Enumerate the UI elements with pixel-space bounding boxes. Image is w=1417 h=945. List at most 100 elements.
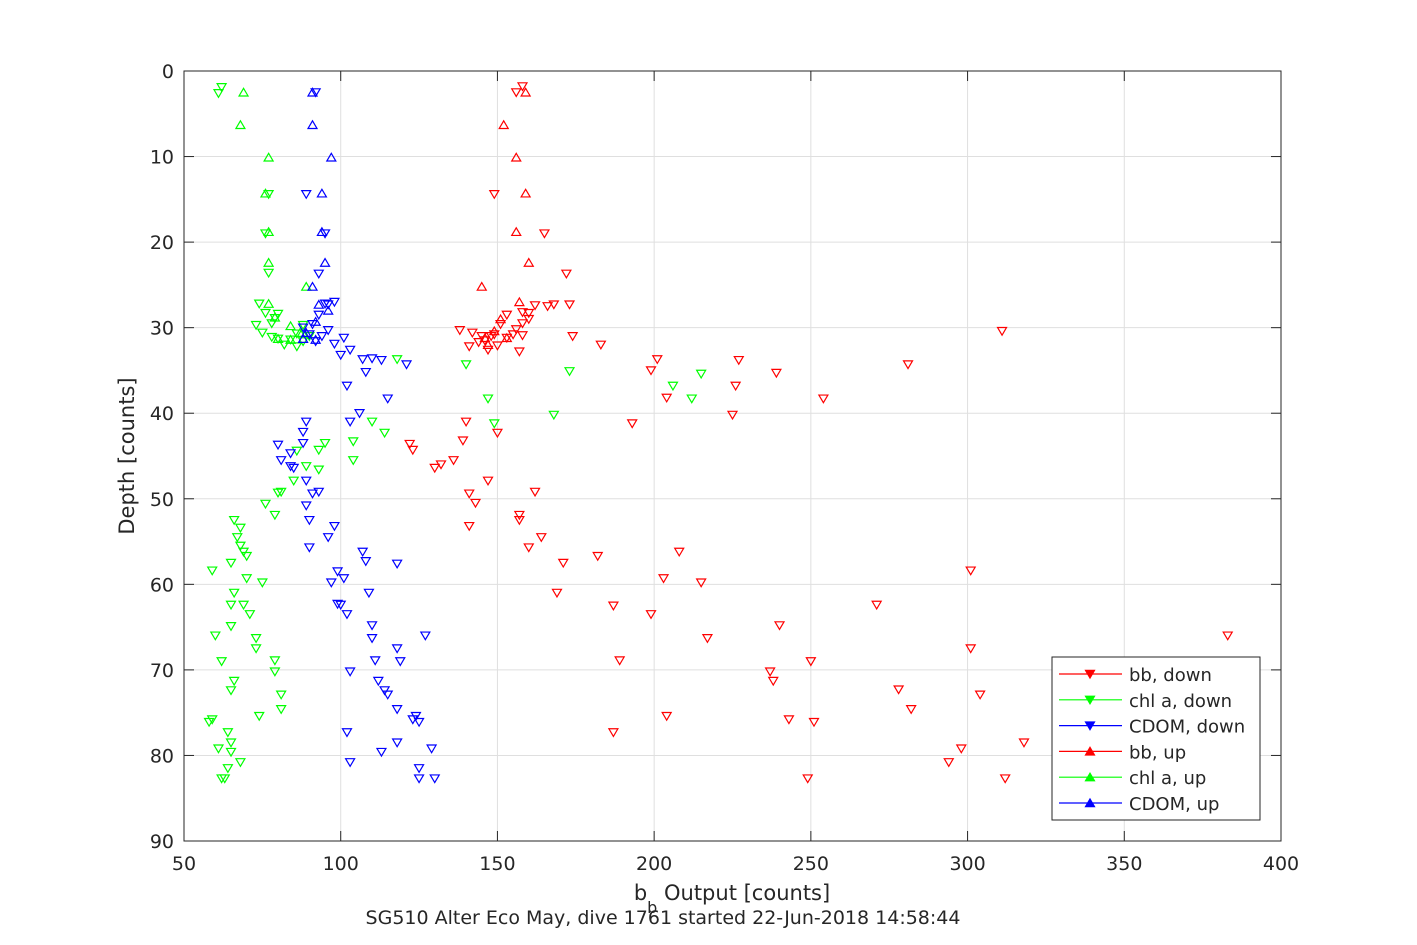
data-point <box>263 190 275 200</box>
legend-marker <box>1084 669 1096 680</box>
x-tick-label: 100 <box>323 853 359 875</box>
data-point <box>513 515 525 526</box>
legend-label: CDOM, up <box>1129 794 1219 815</box>
data-point <box>366 354 378 364</box>
data-point <box>501 310 513 321</box>
data-point <box>567 332 579 342</box>
legend-marker <box>1084 771 1096 782</box>
data-point <box>510 226 522 237</box>
data-point <box>212 744 225 754</box>
data-point <box>319 438 331 449</box>
data-point <box>520 188 532 198</box>
data-point <box>595 340 607 351</box>
data-point <box>1018 738 1030 748</box>
data-point <box>413 717 425 728</box>
data-point <box>369 656 381 666</box>
data-point <box>285 449 297 459</box>
legend: bb, down chl a, down CDOM, down bb, up chl a… <box>1051 656 1261 821</box>
data-markers <box>203 82 1234 784</box>
y-tick-label: 90 <box>150 831 174 853</box>
data-point <box>645 610 657 620</box>
data-point <box>228 515 240 526</box>
data-point <box>325 578 337 588</box>
data-point <box>266 332 278 343</box>
data-point <box>520 87 532 97</box>
data-point <box>263 226 275 237</box>
data-point <box>225 747 237 758</box>
data-point <box>216 774 228 784</box>
legend-label: bb, up <box>1129 742 1186 763</box>
data-point <box>463 521 475 532</box>
data-point <box>278 340 290 351</box>
data-point <box>234 758 246 768</box>
data-point <box>288 476 300 487</box>
legend-item: chl a, down <box>1059 691 1232 712</box>
legend-label: chl a, up <box>1129 768 1206 789</box>
data-point <box>538 229 550 239</box>
data-point <box>357 355 369 365</box>
y-tick-label: 20 <box>150 232 174 254</box>
data-point <box>310 334 322 344</box>
data-point <box>466 328 478 339</box>
data-point <box>482 476 494 487</box>
x-tick-label: 200 <box>636 853 672 875</box>
legend-marker <box>1084 695 1096 706</box>
data-point <box>269 656 281 666</box>
data-point <box>313 465 325 475</box>
data-point <box>328 521 340 532</box>
data-point <box>372 676 384 687</box>
data-point <box>513 296 525 307</box>
data-point <box>241 551 253 562</box>
data-point <box>256 578 268 588</box>
data-point <box>300 327 312 337</box>
data-point <box>294 327 306 337</box>
legend-label: bb, down <box>1129 665 1212 686</box>
data-point <box>557 558 569 569</box>
data-point <box>523 314 535 325</box>
series-cdom-up <box>297 87 337 344</box>
data-point <box>272 488 284 499</box>
data-point <box>222 764 234 774</box>
data-point <box>275 456 287 466</box>
data-point <box>463 342 475 352</box>
data-point <box>241 574 253 584</box>
data-point <box>338 333 350 344</box>
data-point <box>234 119 246 130</box>
legend-marker <box>1084 797 1096 808</box>
data-point <box>974 690 986 700</box>
y-tick-label: 70 <box>150 660 174 682</box>
data-point <box>335 350 347 361</box>
data-point <box>943 758 955 768</box>
data-point <box>319 257 331 267</box>
data-point <box>379 428 391 439</box>
data-point <box>341 728 353 738</box>
legend-item: CDOM, down <box>1059 717 1245 738</box>
data-point <box>338 574 350 584</box>
data-point <box>498 119 510 130</box>
data-point <box>770 368 782 379</box>
data-point <box>366 417 378 428</box>
data-point <box>999 774 1011 784</box>
data-point <box>310 316 322 326</box>
legend-box <box>1051 656 1261 821</box>
data-point <box>285 334 297 344</box>
data-point <box>592 551 604 562</box>
data-point <box>332 599 344 610</box>
data-point <box>363 588 375 599</box>
data-point <box>272 333 284 343</box>
legend-label: CDOM, down <box>1129 717 1245 738</box>
data-point <box>225 738 237 748</box>
data-point <box>322 326 334 336</box>
data-point <box>297 337 309 347</box>
data-point <box>382 394 394 404</box>
data-point <box>322 533 334 543</box>
data-point <box>225 686 237 696</box>
y-tick-label: 0 <box>162 61 174 83</box>
data-point <box>902 360 914 370</box>
data-point <box>645 366 657 376</box>
data-point <box>695 369 707 380</box>
data-point <box>259 188 272 198</box>
data-point <box>263 257 275 267</box>
data-point <box>263 152 275 162</box>
data-point <box>303 330 315 340</box>
